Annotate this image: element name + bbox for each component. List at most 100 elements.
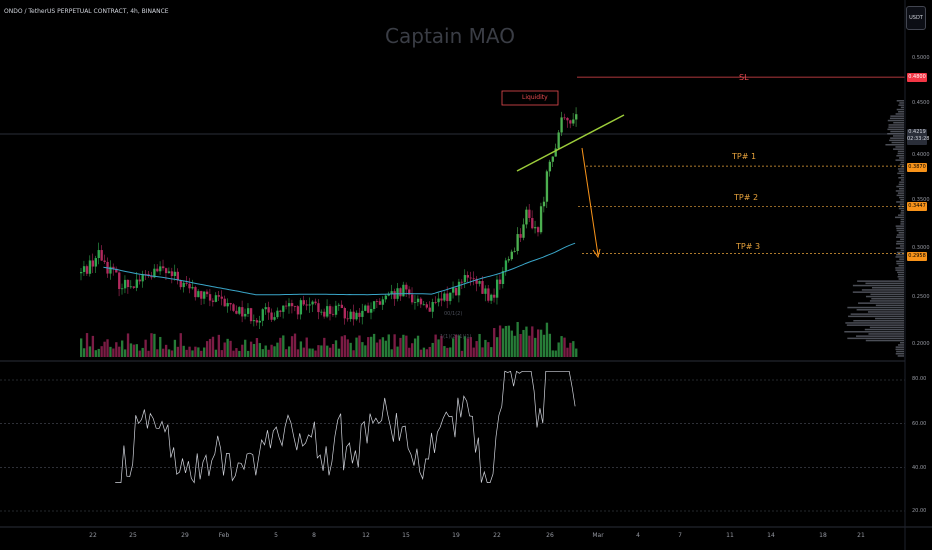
candle-body (285, 305, 288, 307)
profile-bar (897, 192, 904, 194)
profile-bar (898, 205, 904, 208)
profile-bar (899, 163, 904, 166)
profile-bar (895, 190, 904, 192)
candle-body (416, 298, 420, 303)
volume-bar (255, 338, 259, 357)
volume-bar (223, 342, 226, 357)
candle-body (156, 268, 159, 272)
candle-body (361, 310, 364, 317)
candle-body (326, 306, 329, 317)
profile-bar (895, 247, 904, 249)
candle-body (287, 303, 291, 307)
profile-bar (897, 276, 904, 278)
rsi-tick: 40.00 (912, 465, 927, 471)
volume-bar (358, 335, 361, 357)
candle-body (542, 201, 546, 207)
profile-bar (887, 119, 904, 122)
volume-bar (384, 340, 387, 357)
volume-bar (387, 334, 390, 357)
symbol-title: ONDO / TetherUS PERPETUAL CONTRACT, 4h, … (4, 8, 169, 15)
volume-bar (457, 335, 461, 357)
volume-bar (246, 350, 250, 357)
volume-bar (566, 347, 569, 357)
volume-bar (179, 333, 182, 357)
volume-bar (282, 335, 285, 357)
candle-body (449, 292, 452, 302)
candle-body (545, 171, 549, 202)
profile-bar (896, 108, 904, 111)
candle-body (557, 132, 560, 149)
profile-bar (898, 183, 904, 186)
candle-body (519, 234, 522, 238)
candle-body (296, 306, 300, 315)
profile-bar (871, 298, 904, 300)
volume-bar (367, 337, 370, 357)
volume-bar (419, 349, 423, 357)
candle-body (162, 266, 165, 269)
profile-bar (895, 346, 904, 348)
rsi-line (115, 370, 576, 484)
volume-bar (167, 349, 171, 357)
candle-body (88, 260, 92, 274)
sl-label: SL (739, 73, 749, 82)
volume-bar (569, 342, 572, 357)
currency-button[interactable]: USDT (906, 6, 926, 30)
volume-bar (416, 335, 420, 357)
candle-body (498, 279, 502, 284)
volume-bar (118, 346, 121, 357)
time-tick: 29 (181, 532, 189, 539)
candle-body (235, 310, 238, 314)
time-tick: 7 (678, 532, 682, 539)
candle-body (513, 250, 516, 252)
volume-bar (317, 345, 320, 357)
candle-body (469, 277, 472, 279)
profile-bar (900, 161, 904, 164)
candle-body (226, 303, 229, 307)
volume-bar (132, 344, 136, 357)
candle-body (223, 298, 226, 307)
profile-bar (856, 309, 904, 311)
volume-bar (334, 340, 338, 357)
candle-body (203, 291, 206, 299)
candle-body (493, 294, 496, 298)
candle-body (173, 271, 177, 277)
profile-bar (898, 273, 904, 276)
profile-bar (858, 302, 904, 304)
volume-bar (258, 343, 262, 357)
candle-body (129, 286, 133, 288)
profile-bar (896, 236, 904, 238)
volume-bar (249, 341, 253, 357)
volume-bar (329, 347, 332, 357)
time-tick: Mar (592, 532, 604, 539)
volume-bar (411, 343, 414, 357)
volume-bar (542, 334, 546, 357)
candle-body (100, 250, 103, 261)
candle-body (393, 291, 396, 299)
candle-body (411, 294, 414, 303)
candle-body (367, 305, 370, 313)
volume-bar (528, 335, 531, 357)
volume-bar (191, 350, 194, 357)
candle-body (428, 307, 431, 312)
profile-bar (844, 331, 904, 333)
candle-body (244, 313, 247, 317)
candle-body (167, 271, 171, 274)
candle-body (200, 291, 203, 299)
candle-body (276, 310, 279, 318)
volume-bar (364, 345, 367, 357)
profile-bar (888, 124, 904, 126)
candle-body (375, 301, 379, 303)
profile-bar (853, 320, 904, 322)
candle-body (475, 278, 478, 284)
candle-body (408, 289, 411, 295)
volume-bar (478, 333, 481, 357)
profile-bar (900, 342, 904, 344)
volume-bar (504, 325, 508, 357)
volume-bar (290, 336, 294, 357)
volume-bar (299, 341, 303, 357)
volume-bar (554, 350, 557, 357)
volume-bar (402, 334, 405, 357)
candle-body (214, 295, 218, 302)
candle-body (490, 294, 493, 301)
